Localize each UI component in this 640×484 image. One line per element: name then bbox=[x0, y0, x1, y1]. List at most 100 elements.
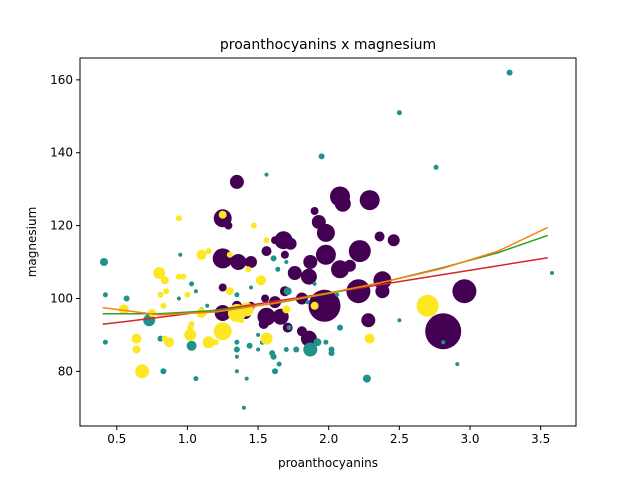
data-point bbox=[202, 336, 215, 349]
data-point bbox=[284, 260, 289, 264]
data-point bbox=[123, 295, 130, 302]
x-tick-label: 3.5 bbox=[531, 432, 550, 446]
data-point bbox=[225, 287, 234, 296]
y-tick-label: 80 bbox=[58, 364, 73, 378]
data-point bbox=[359, 190, 380, 211]
y-tick-label: 100 bbox=[50, 291, 73, 305]
data-point bbox=[196, 249, 207, 260]
data-point bbox=[218, 283, 227, 292]
data-point bbox=[310, 207, 319, 215]
data-point bbox=[296, 326, 307, 337]
x-axis-label: proanthocyanins bbox=[278, 456, 378, 470]
data-point bbox=[316, 223, 335, 242]
y-tick-label: 160 bbox=[50, 73, 73, 87]
data-point bbox=[261, 294, 270, 303]
data-point bbox=[323, 339, 329, 345]
chart-title: proanthocyanins x magnesium bbox=[220, 37, 436, 53]
data-point bbox=[234, 369, 239, 374]
data-point bbox=[245, 256, 257, 268]
data-point bbox=[455, 362, 460, 367]
data-point bbox=[335, 292, 340, 297]
data-point bbox=[441, 340, 446, 345]
data-point bbox=[233, 346, 240, 353]
data-point bbox=[318, 153, 325, 160]
data-point bbox=[187, 324, 194, 331]
data-point bbox=[425, 313, 462, 350]
data-point bbox=[256, 332, 261, 337]
data-point bbox=[312, 281, 317, 286]
data-point bbox=[160, 276, 169, 285]
data-point bbox=[234, 339, 240, 345]
data-point bbox=[286, 325, 292, 331]
data-point bbox=[238, 317, 245, 324]
data-point bbox=[193, 376, 199, 382]
data-point bbox=[249, 285, 253, 290]
data-point bbox=[300, 268, 317, 285]
data-point bbox=[102, 339, 108, 345]
data-point bbox=[283, 347, 289, 352]
data-point bbox=[118, 304, 129, 315]
data-point bbox=[100, 258, 108, 266]
data-point bbox=[375, 284, 390, 299]
data-point bbox=[284, 237, 297, 250]
data-point bbox=[337, 324, 343, 331]
data-point bbox=[397, 318, 402, 323]
data-point bbox=[230, 254, 247, 270]
data-point bbox=[161, 335, 168, 342]
data-point bbox=[343, 259, 356, 272]
data-point bbox=[362, 374, 371, 383]
data-point bbox=[264, 172, 269, 177]
data-point bbox=[184, 328, 197, 341]
data-point bbox=[245, 266, 252, 273]
data-point bbox=[157, 335, 164, 342]
data-point bbox=[163, 288, 170, 295]
data-point bbox=[246, 342, 253, 349]
data-point bbox=[270, 255, 277, 262]
data-point bbox=[175, 215, 182, 222]
x-tick-label: 1.0 bbox=[178, 432, 197, 446]
x-tick-label: 2.5 bbox=[390, 432, 409, 446]
data-point bbox=[283, 287, 292, 296]
x-tick-label: 2.0 bbox=[319, 432, 338, 446]
data-point bbox=[143, 314, 156, 327]
data-point bbox=[433, 164, 439, 170]
data-point bbox=[213, 322, 232, 341]
data-point bbox=[305, 300, 310, 305]
data-point bbox=[157, 291, 164, 298]
data-point bbox=[272, 368, 278, 375]
data-point bbox=[303, 342, 318, 357]
data-point bbox=[241, 405, 246, 410]
data-point bbox=[550, 271, 554, 275]
data-point bbox=[205, 248, 212, 255]
data-point bbox=[160, 368, 167, 375]
data-point bbox=[135, 364, 150, 379]
data-point bbox=[255, 275, 266, 286]
data-point bbox=[364, 333, 375, 344]
data-point bbox=[234, 354, 239, 359]
data-point bbox=[102, 292, 108, 298]
data-point bbox=[176, 296, 181, 301]
plot-area-frame bbox=[79, 57, 577, 427]
data-point bbox=[226, 251, 233, 258]
data-point bbox=[452, 279, 477, 304]
data-point bbox=[212, 248, 233, 269]
data-point bbox=[229, 174, 244, 189]
y-axis-label: magnesium bbox=[25, 207, 39, 278]
x-tick-label: 1.5 bbox=[249, 432, 268, 446]
y-tick-label: 140 bbox=[50, 146, 73, 160]
data-point bbox=[218, 210, 227, 219]
data-point bbox=[193, 289, 198, 294]
data-point bbox=[271, 236, 279, 245]
data-point bbox=[313, 338, 322, 347]
data-point bbox=[132, 345, 141, 354]
data-point bbox=[160, 302, 167, 309]
points-layer bbox=[100, 69, 554, 410]
data-point bbox=[270, 353, 277, 360]
y-axis-ticks: 80 100 120 140 160 bbox=[50, 73, 80, 378]
data-point bbox=[310, 301, 319, 310]
data-point bbox=[315, 244, 336, 265]
data-point bbox=[275, 266, 281, 272]
data-point bbox=[263, 237, 270, 244]
